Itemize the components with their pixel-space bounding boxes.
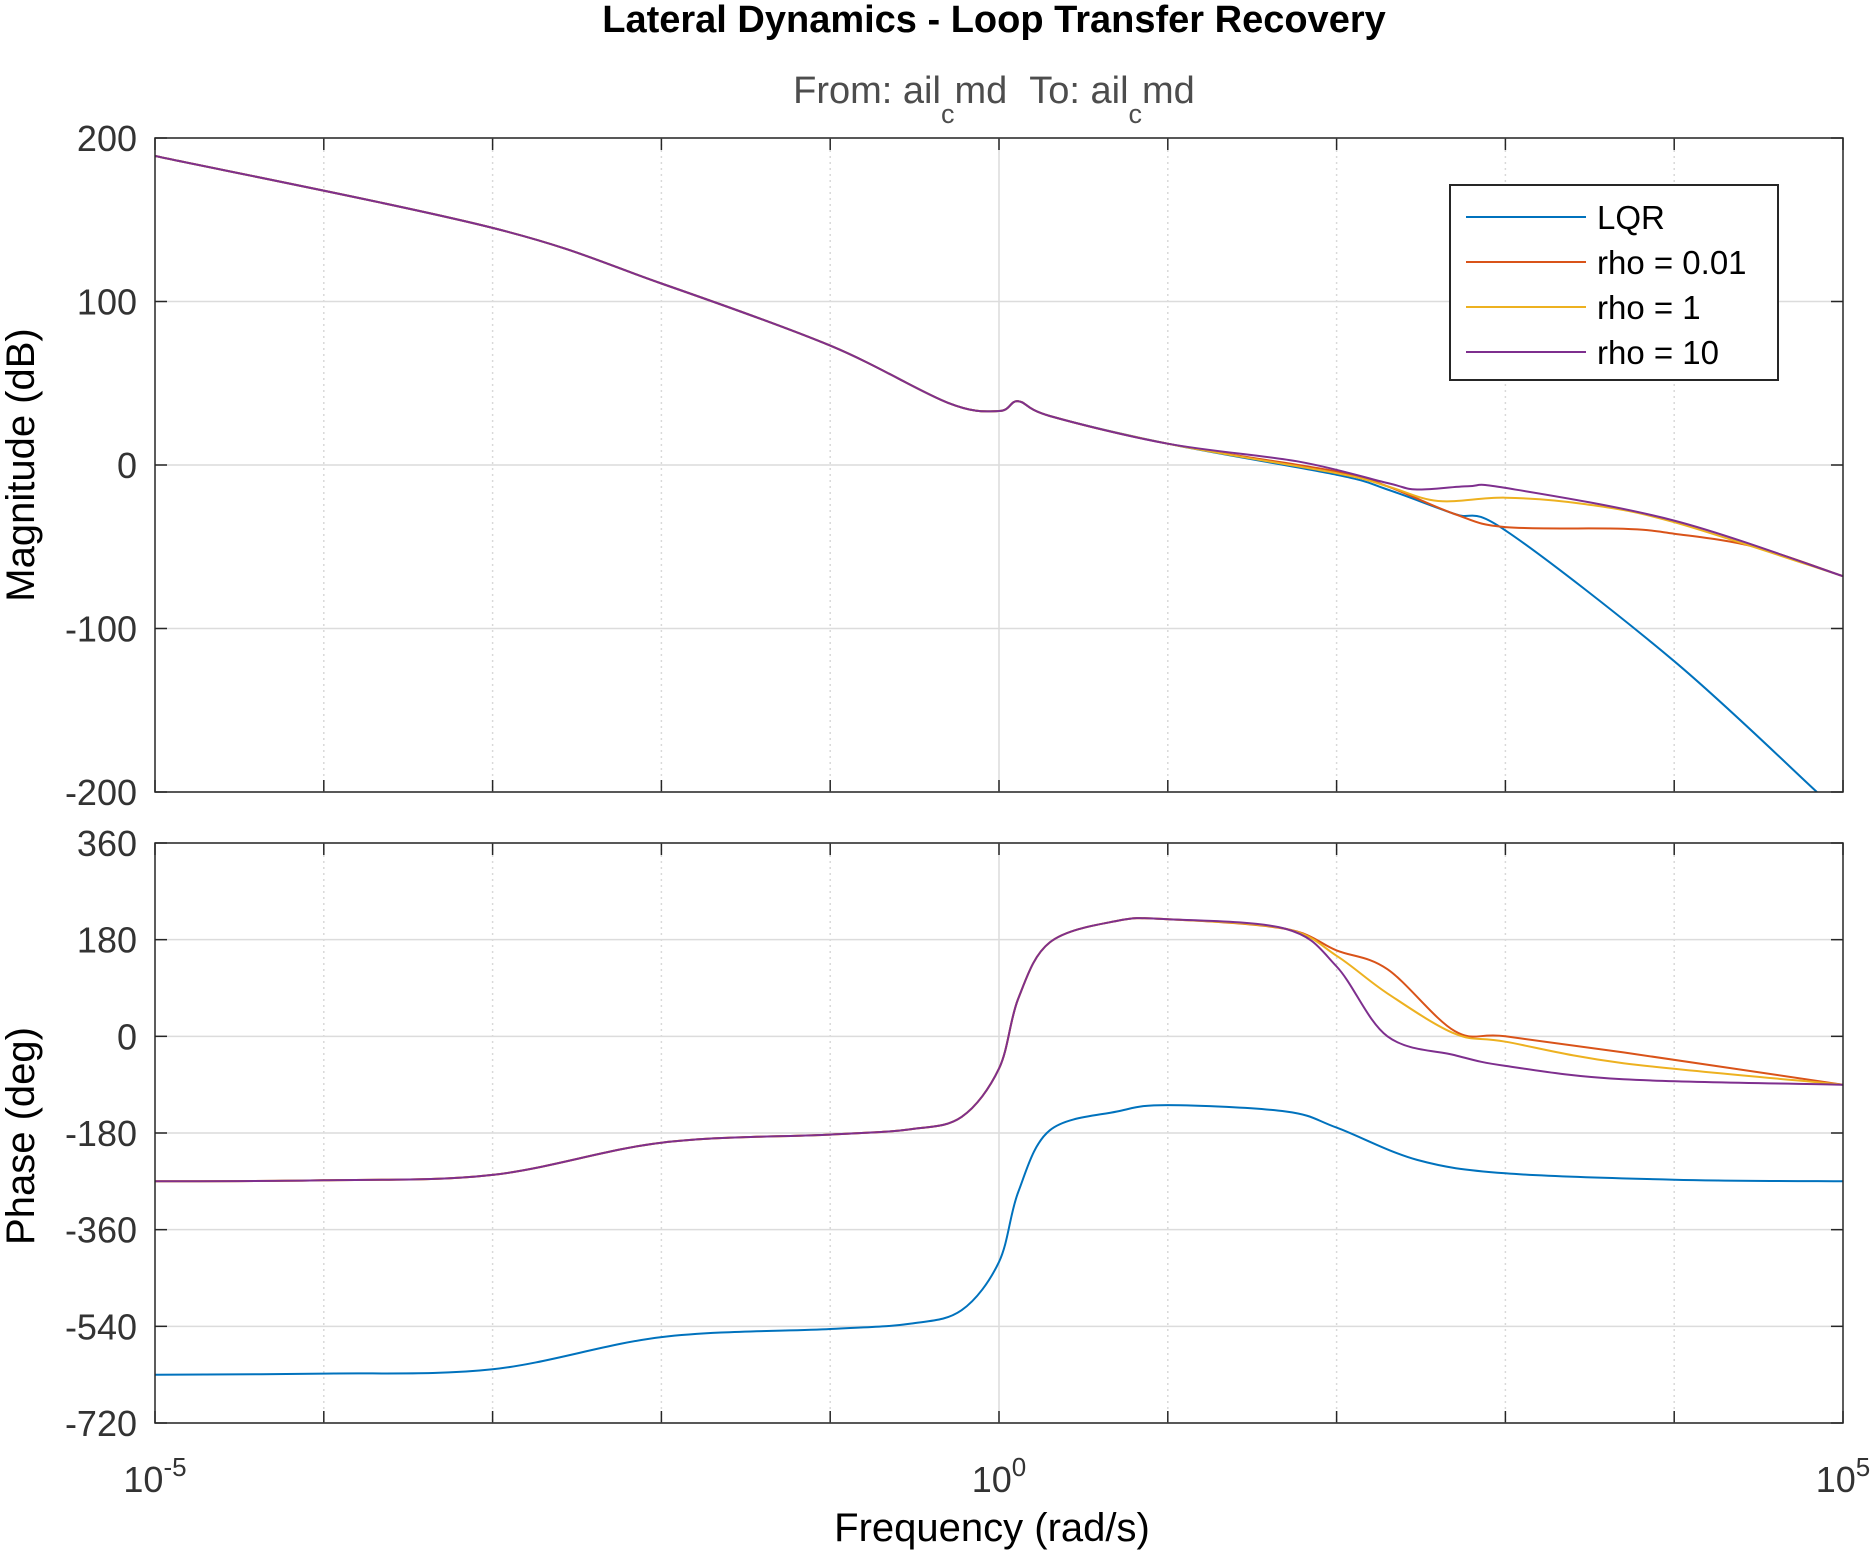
x-tick-base: 10 [123,1459,163,1500]
magnitude-y-tick-label: 200 [77,118,137,159]
x-tick-exponent: 5 [1856,1452,1870,1482]
legend-label-rho-10: rho = 10 [1597,334,1719,371]
phase-series-lqr [155,1104,1843,1376]
phase-y-tick-label: -360 [65,1210,137,1251]
phase-axis-label: Phase (deg) [0,1027,43,1245]
subtitle-from: From: ail [793,70,941,112]
phase-y-tick-label: 180 [77,920,137,961]
phase-y-tick-label: -180 [65,1113,137,1154]
legend-label-rho-1: rho = 1 [1597,289,1701,326]
legend: LQR rho = 0.01 rho = 1 rho = 10 [1449,184,1779,381]
chart-title: Lateral Dynamics - Loop Transfer Recover… [602,0,1386,41]
magnitude-y-tick-label: 100 [77,282,137,323]
chart-subtitle: From: ailcmd To: ailcmd [793,70,1195,129]
subtitle-to: To: ail [1029,70,1128,112]
phase-y-tick-label: -720 [65,1403,137,1444]
x-tick-label: 10-5 [123,1452,186,1500]
phase-series-rho-10 [155,917,1843,1183]
subtitle-to-tail: md [1142,70,1195,112]
subtitle-from-tail: md [954,70,1007,112]
phase-y-tick-label: -540 [65,1306,137,1347]
phase-panel: 360 180 0 -180 -360 -540 -720 [65,823,1844,1444]
x-tick-label: 100 [972,1452,1027,1500]
magnitude-series-rho-10 [155,155,1843,578]
x-axis-ticks: 10-5 100 105 [123,1452,1870,1500]
subtitle-from-sub: c [941,99,955,129]
x-tick-exponent: 0 [1012,1452,1026,1482]
magnitude-axes-frame [154,137,1844,793]
magnitude-y-tick-label: -100 [65,609,137,650]
x-tick-label: 105 [1816,1452,1871,1500]
magnitude-y-tick-label: -200 [65,772,137,813]
x-tick-base: 10 [1816,1459,1856,1500]
phase-y-tick-label: 0 [117,1016,137,1057]
legend-label-rho-001: rho = 0.01 [1597,244,1747,281]
legend-label-lqr: LQR [1597,199,1665,236]
x-tick-exponent: -5 [163,1452,186,1482]
x-axis-label: Frequency (rad/s) [834,1506,1150,1550]
magnitude-axis-label: Magnitude (dB) [0,328,43,601]
phase-axes-frame [154,842,1844,1424]
subtitle-to-sub: c [1129,99,1143,129]
phase-y-tick-label: 360 [77,823,137,864]
x-tick-base: 10 [972,1459,1012,1500]
magnitude-y-tick-label: 0 [117,445,137,486]
